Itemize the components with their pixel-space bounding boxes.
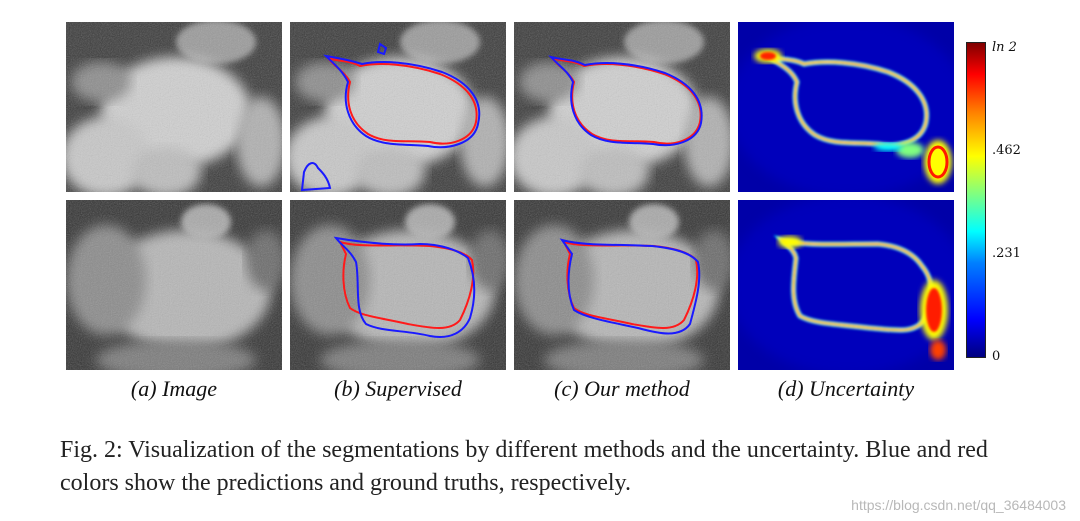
figure-grid — [66, 22, 956, 372]
uncertainty-panel-row1 — [738, 22, 954, 192]
panel-label-uncertainty: (d) Uncertainty — [777, 376, 915, 401]
image-panel-row2 — [66, 200, 282, 370]
panel-label-supervised: (b) Supervised — [334, 376, 462, 401]
watermark: https://blog.csdn.net/qq_36484003 — [851, 497, 1066, 513]
uncertainty-panel-row2 — [738, 200, 954, 370]
colorbar-tick-max: ln 2 — [992, 40, 1017, 55]
uncertainty-colorbar — [966, 42, 986, 358]
colorbar-tick-231: .231 — [992, 246, 1021, 261]
panel-label-our-method: (c) Our method — [554, 376, 690, 401]
panel-label-image: (a) Image — [130, 376, 218, 401]
ourmethod-panel-row2 — [514, 200, 730, 370]
supervised-panel-row1 — [290, 22, 506, 192]
figure-caption: Fig. 2: Visualization of the segmentatio… — [60, 437, 988, 496]
colorbar-tick-zero: 0 — [992, 349, 1001, 364]
image-panel-row1 — [66, 22, 282, 192]
ourmethod-panel-row1 — [514, 22, 730, 192]
colorbar-tick-462: .462 — [992, 143, 1021, 158]
supervised-panel-row2 — [290, 200, 506, 370]
